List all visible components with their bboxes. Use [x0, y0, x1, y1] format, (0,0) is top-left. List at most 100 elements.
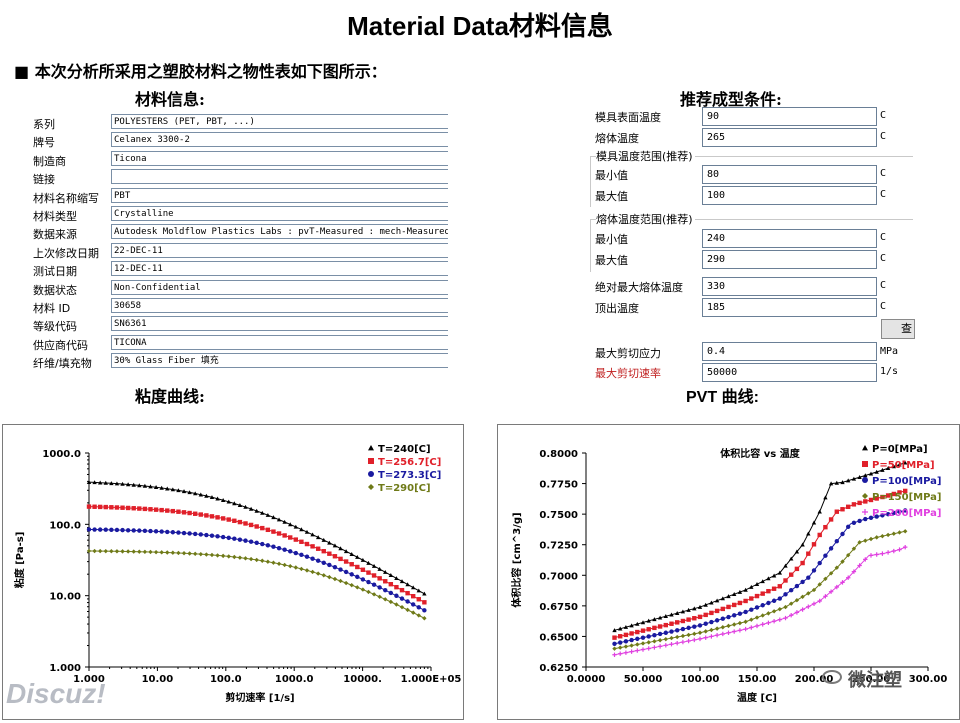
data-point: [142, 528, 148, 534]
data-point: [226, 535, 231, 541]
data-point: [777, 584, 782, 589]
material-field-input[interactable]: POLYESTERS (PET, PBT, ...): [111, 114, 448, 129]
x-tick-label: 100.00: [681, 674, 720, 685]
material-field-input[interactable]: Non-Confidential: [111, 279, 448, 295]
pvt-chart: 0.0000 50.000 100.00 150.00 200.00 250.00 300.…: [510, 444, 947, 704]
data-point: [237, 555, 243, 560]
data-point: [857, 475, 862, 479]
data-point: [737, 600, 743, 606]
material-field-input[interactable]: 30% Glass Fiber 填充: [111, 353, 448, 369]
data-point: [885, 493, 891, 498]
material-field-label: 数据来源: [33, 228, 77, 242]
query-button[interactable]: 查: [881, 319, 915, 339]
legend-label: T=256.7[C]: [378, 457, 441, 468]
data-point: [254, 508, 259, 513]
material-field-input[interactable]: 12-DEC-11: [111, 261, 448, 277]
data-point: [114, 549, 120, 554]
data-point: [142, 549, 148, 555]
y-tick-label: 1000.0: [42, 449, 81, 460]
data-point: [703, 602, 708, 607]
data-point: [282, 533, 287, 538]
data-point: [109, 549, 114, 554]
data-point: [193, 491, 198, 496]
data-point: [737, 628, 743, 633]
data-point: [868, 515, 874, 521]
x-tick-label: 200.00: [795, 674, 834, 685]
data-point: [635, 621, 640, 626]
data-point: [811, 568, 817, 573]
data-point: [248, 556, 254, 562]
data-point: [103, 480, 108, 485]
data-point: [846, 478, 851, 483]
series-line: [614, 546, 906, 656]
data-point: [181, 530, 187, 536]
data-point: [697, 623, 703, 628]
mold-range-min-input[interactable]: 80: [702, 165, 877, 184]
material-field-input[interactable]: TICONA: [111, 334, 448, 350]
data-point: [310, 544, 315, 549]
material-field-input[interactable]: 22-DEC-11: [111, 242, 448, 258]
data-point: [749, 607, 754, 612]
data-point: [863, 473, 868, 478]
data-point: [760, 613, 765, 618]
data-point: [840, 480, 845, 485]
data-point: [789, 588, 794, 593]
material-field-input[interactable]: Autodesk Moldflow Plastics Labs : pvT-Me…: [111, 224, 448, 240]
material-field-input[interactable]: [111, 169, 448, 185]
data-point: [720, 631, 725, 637]
series-line: [614, 462, 906, 631]
data-point: [103, 527, 108, 532]
data-point: [697, 636, 703, 642]
material-field-input[interactable]: 30658: [111, 298, 448, 313]
data-point: [771, 609, 777, 614]
y-tick-label: 0.8000: [539, 449, 578, 460]
data-point: [338, 556, 343, 562]
data-point: [321, 573, 326, 578]
material-field-input[interactable]: Ticona: [111, 150, 448, 166]
data-point: [726, 594, 731, 599]
data-point: [732, 622, 737, 627]
data-point: [371, 592, 377, 597]
legend-marker: [368, 471, 374, 477]
melt-temp-input[interactable]: 265: [702, 128, 877, 147]
data-point: [260, 541, 265, 547]
data-point: [629, 631, 634, 636]
data-point: [215, 534, 220, 539]
y-tick-label: 0.7750: [539, 480, 578, 491]
y-tick-label: 0.7000: [539, 571, 578, 582]
max-shear-stress-input[interactable]: 0.4: [702, 342, 877, 361]
data-point: [800, 607, 805, 612]
data-point: [204, 532, 209, 538]
molding-form: 模具表面温度 90 C 熔体温度 265 C 模具温度范围(推荐) 最小值 80…: [582, 104, 915, 384]
data-point: [640, 635, 646, 640]
melt-range-max-input[interactable]: 290: [702, 250, 877, 269]
max-shear-rate-input[interactable]: 50000: [702, 363, 877, 382]
data-point: [304, 541, 310, 547]
data-point: [828, 546, 834, 551]
data-point: [766, 600, 771, 606]
material-field-input[interactable]: SN6361: [111, 316, 448, 332]
data-point: [720, 625, 725, 630]
data-point: [366, 570, 371, 575]
material-field-input[interactable]: Crystalline: [111, 206, 448, 221]
abs-max-melt-input[interactable]: 330: [702, 277, 877, 296]
material-field-input[interactable]: Celanex 3300-2: [111, 132, 448, 148]
data-point: [260, 525, 265, 531]
melt-range-min-label: 最小值: [595, 233, 628, 246]
data-point: [97, 548, 103, 554]
data-point: [857, 518, 862, 524]
mold-range-max-input[interactable]: 100: [702, 186, 877, 205]
data-point: [304, 554, 310, 559]
data-point: [209, 495, 215, 500]
ejection-temp-input[interactable]: 185: [702, 298, 877, 317]
data-point: [92, 527, 97, 532]
data-point: [680, 609, 686, 614]
data-point: [868, 471, 874, 476]
data-point: [794, 566, 800, 572]
data-point: [193, 511, 198, 516]
data-point: [360, 577, 366, 582]
mold-surface-temp-input[interactable]: 90: [702, 107, 877, 126]
data-point: [857, 563, 862, 568]
melt-range-min-input[interactable]: 240: [702, 229, 877, 248]
material-field-input[interactable]: PBT: [111, 187, 448, 203]
